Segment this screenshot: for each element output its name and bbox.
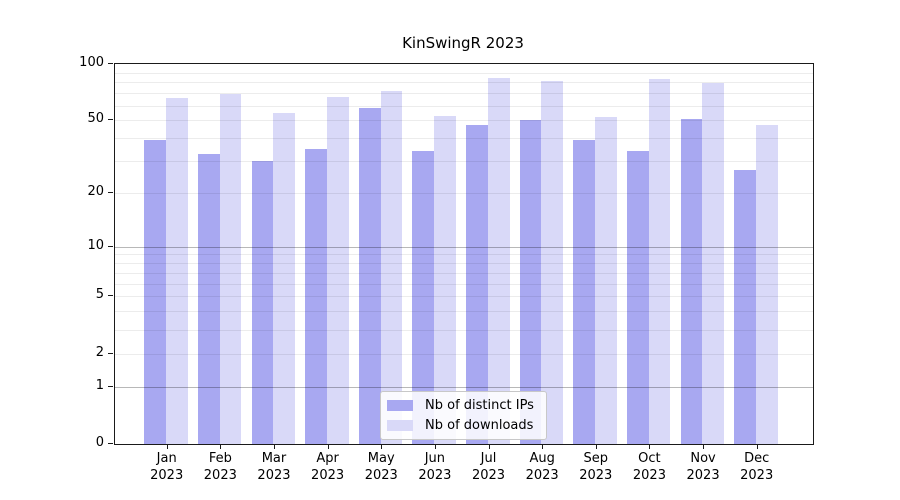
gridline-minor-9 (115, 254, 813, 256)
bar-nb-of-downloads-jan (166, 97, 188, 444)
x-tick-mark-dec (756, 444, 758, 449)
x-tick-label-nov: Nov 2023 (686, 451, 720, 483)
bar-nb-of-downloads-nov (702, 83, 725, 444)
bar-nb-of-distinct-ips-aug (519, 120, 542, 444)
y-tick-label-10: 10 (87, 237, 104, 253)
gridline-minor-5 (115, 296, 813, 298)
gridline-minor-70 (115, 93, 813, 95)
x-tick-mark-jul (488, 444, 490, 449)
y-tick-label-0: 0 (95, 435, 104, 450)
bar-nb-of-downloads-oct (648, 79, 671, 444)
legend-swatch-distinct-ips (387, 400, 413, 411)
gridline-minor-40 (115, 138, 813, 140)
legend-label-distinct-ips: Nb of distinct IPs (425, 398, 534, 413)
bar-nb-of-downloads-mar (273, 112, 295, 444)
y-tick-label-2: 2 (95, 344, 104, 360)
bar-nb-of-downloads-may (380, 90, 403, 444)
gridline-major-1 (115, 386, 813, 388)
gridline-minor-3 (115, 329, 813, 331)
y-tick-label-5: 5 (95, 287, 104, 303)
y-tick-mark-20 (108, 192, 113, 194)
x-tick-label-jan: Jan 2023 (150, 451, 184, 483)
x-tick-label-jun: Jun 2023 (418, 451, 452, 483)
bar-nb-of-distinct-ips-sep (573, 140, 596, 444)
bar-nb-of-distinct-ips-jun (412, 151, 435, 444)
gridline-major-10 (115, 246, 813, 248)
x-tick-label-feb: Feb 2023 (203, 451, 237, 483)
y-tick-mark-100 (108, 63, 113, 64)
x-tick-label-oct: Oct 2023 (632, 451, 666, 483)
chart-title: KinSwingR 2023 (402, 34, 524, 52)
gridline-minor-7 (115, 272, 813, 274)
y-tick-mark-2 (108, 352, 113, 354)
y-tick-label-20: 20 (87, 184, 104, 200)
x-tick-mark-may (381, 444, 383, 449)
legend-label-downloads: Nb of downloads (425, 418, 534, 433)
bar-nb-of-downloads-jun (434, 115, 456, 444)
gridline-minor-8 (115, 263, 813, 265)
bar-nb-of-distinct-ips-feb (197, 153, 220, 444)
x-tick-label-mar: Mar 2023 (257, 451, 291, 483)
y-tick-label-50: 50 (87, 111, 104, 127)
x-tick-mark-jun (434, 444, 436, 449)
x-tick-label-aug: Aug 2023 (525, 451, 559, 483)
bar-nb-of-distinct-ips-apr (305, 148, 327, 444)
gridline-minor-60 (115, 105, 813, 107)
gridline-minor-20 (115, 193, 813, 195)
x-tick-mark-nov (703, 444, 705, 449)
legend-item-distinct-ips: Nb of distinct IPs (387, 398, 534, 413)
y-tick-mark-50 (108, 119, 113, 121)
bar-nb-of-distinct-ips-mar (251, 161, 274, 444)
bar-nb-of-distinct-ips-jan (144, 140, 166, 444)
x-tick-label-sep: Sep 2023 (579, 451, 613, 483)
bar-nb-of-downloads-jul (487, 78, 510, 444)
gridline-minor-80 (115, 82, 813, 84)
bar-nb-of-distinct-ips-jul (466, 125, 488, 444)
bar-nb-of-downloads-feb (219, 94, 242, 444)
x-tick-label-apr: Apr 2023 (311, 451, 345, 483)
bar-nb-of-downloads-apr (326, 96, 349, 444)
x-tick-mark-jan (166, 444, 168, 449)
x-tick-label-dec: Dec 2023 (740, 451, 774, 483)
plot-area (114, 63, 814, 445)
x-tick-mark-aug (542, 444, 544, 449)
y-tick-label-1: 1 (95, 377, 104, 393)
x-tick-label-jul: Jul 2023 (471, 451, 506, 483)
bar-nb-of-downloads-sep (595, 117, 617, 444)
legend: Nb of distinct IPs Nb of downloads (380, 391, 547, 440)
legend-item-downloads: Nb of downloads (387, 418, 534, 433)
bar-nb-of-distinct-ips-nov (680, 118, 703, 444)
gridline-minor-90 (115, 72, 813, 74)
x-tick-mark-apr (327, 444, 329, 449)
bar-nb-of-distinct-ips-may (358, 108, 381, 444)
gridline-minor-50 (115, 120, 813, 122)
gridline-minor-30 (115, 161, 813, 163)
bar-nb-of-distinct-ips-dec (734, 169, 756, 444)
y-tick-mark-0 (108, 443, 113, 444)
y-tick-label-100: 100 (79, 55, 104, 70)
gridline-minor-2 (115, 353, 813, 355)
bar-nb-of-distinct-ips-oct (627, 151, 649, 444)
x-tick-mark-feb (220, 444, 222, 449)
y-tick-mark-1 (108, 385, 113, 387)
y-tick-mark-10 (108, 245, 113, 247)
gridline-minor-4 (115, 311, 813, 313)
x-tick-label-may: May 2023 (364, 451, 398, 483)
bar-nb-of-downloads-aug (541, 81, 564, 444)
gridline-minor-6 (115, 283, 813, 285)
y-tick-mark-5 (108, 295, 113, 297)
x-tick-mark-mar (273, 444, 275, 449)
legend-swatch-downloads (387, 420, 413, 431)
x-tick-mark-oct (649, 444, 651, 449)
bar-nb-of-downloads-dec (755, 125, 778, 444)
x-tick-mark-sep (595, 444, 597, 449)
